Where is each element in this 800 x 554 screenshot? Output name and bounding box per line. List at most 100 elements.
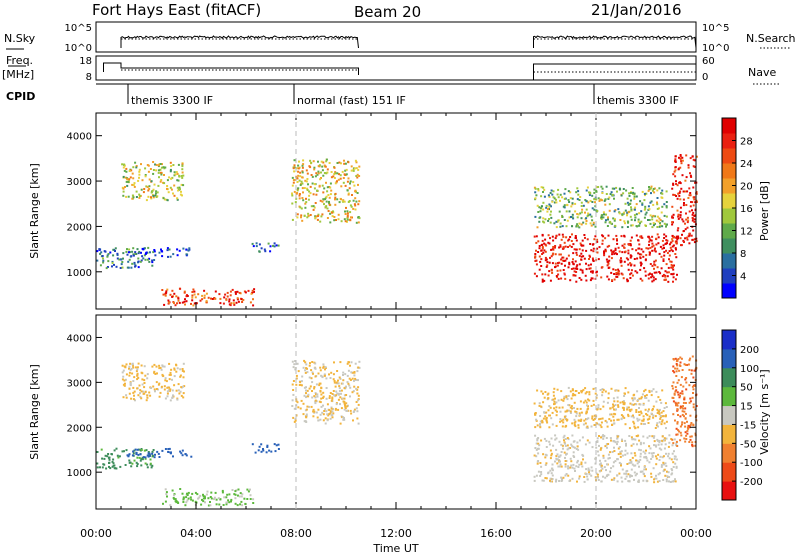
scatter-point: [549, 192, 552, 194]
scatter-point: [616, 440, 619, 443]
scatter-point: [592, 243, 595, 246]
scatter-point: [166, 199, 169, 202]
scatter-point: [329, 377, 332, 379]
scatter-point: [679, 365, 682, 367]
scatter-point: [219, 302, 222, 305]
scatter-point: [663, 407, 666, 409]
scatter-point: [589, 213, 592, 216]
scatter-point: [176, 179, 179, 182]
scatter-point: [151, 264, 154, 267]
scatter-point: [552, 398, 555, 401]
scatter-point: [626, 211, 629, 214]
scatter-point: [177, 299, 180, 302]
scatter-point: [161, 373, 164, 376]
scatter-point: [112, 248, 115, 251]
scatter-point: [685, 377, 688, 379]
scatter-point: [181, 162, 184, 165]
scatter-point: [643, 199, 646, 202]
scatter-point: [598, 470, 601, 473]
scatter-point: [542, 417, 545, 420]
scatter-point: [594, 205, 597, 208]
scatter-point: [651, 280, 654, 283]
scatter-point: [651, 409, 654, 412]
scatter-point: [683, 363, 686, 366]
scatter-point: [671, 385, 674, 387]
scatter-point: [203, 289, 206, 292]
scatter-point: [570, 460, 573, 463]
scatter-point: [545, 244, 548, 247]
scatter-point: [678, 192, 681, 194]
scatter-point: [610, 467, 612, 470]
scatter-point: [665, 223, 668, 226]
scatter-point: [324, 408, 327, 411]
scatter-point: [564, 465, 567, 468]
scatter-point: [540, 473, 543, 476]
scatter-point: [610, 413, 613, 416]
scatter-point: [96, 462, 99, 465]
scatter-point: [115, 447, 118, 450]
scatter-point: [158, 364, 161, 367]
scatter-point: [574, 274, 577, 277]
scatter-point: [628, 427, 631, 430]
scatter-point: [634, 270, 637, 273]
scatter-point: [204, 501, 206, 504]
scatter-point: [671, 245, 674, 248]
scatter-point: [133, 182, 136, 185]
scatter-point: [639, 277, 642, 280]
scatter-point: [668, 254, 671, 257]
scatter-point: [650, 452, 653, 455]
scatter-point: [296, 213, 299, 216]
scatter-point: [181, 301, 184, 304]
scatter-point: [535, 249, 537, 252]
scatter-point: [612, 238, 615, 241]
scatter-point: [121, 261, 124, 263]
scatter-point: [295, 383, 298, 386]
scatter-point: [338, 387, 341, 390]
scatter-point: [330, 371, 333, 374]
scatter-point: [560, 419, 563, 422]
colorbar-tick-label: 20: [740, 182, 753, 193]
scatter-point: [569, 279, 572, 282]
scatter-point: [159, 366, 162, 369]
scatter-point: [158, 163, 161, 166]
scatter-point: [603, 435, 606, 437]
scatter-point: [561, 256, 564, 259]
scatter-point: [560, 262, 563, 265]
scatter-point: [555, 448, 558, 451]
scatter-point: [355, 167, 358, 170]
scatter-point: [564, 259, 567, 262]
scatter-point: [569, 447, 572, 449]
scatter-point: [677, 227, 680, 230]
scatter-point: [614, 269, 617, 271]
scatter-point: [319, 401, 322, 404]
scatter-point: [328, 202, 331, 205]
scatter-point: [614, 460, 617, 463]
scatter-point: [162, 197, 165, 200]
scatter-point: [147, 454, 150, 457]
scatter-point: [622, 277, 625, 280]
scatter-point: [154, 390, 156, 393]
scatter-point: [571, 202, 574, 205]
scatter-point: [334, 408, 337, 411]
scatter-point: [172, 301, 175, 303]
scatter-point: [306, 187, 309, 190]
scatter-point: [691, 355, 694, 358]
scatter-point: [329, 392, 332, 394]
scatter-point: [133, 394, 135, 397]
scatter-point: [668, 250, 671, 253]
scatter-point: [126, 248, 128, 251]
scatter-point: [615, 389, 618, 392]
scatter-point: [555, 480, 557, 483]
scatter-point: [357, 216, 360, 219]
scatter-point: [673, 450, 675, 453]
scatter-point: [643, 390, 646, 393]
scatter-point: [665, 225, 667, 228]
scatter-point: [588, 191, 590, 194]
scatter-point: [301, 166, 304, 169]
scatter-point: [312, 205, 315, 208]
scatter-point: [574, 235, 577, 237]
scatter-point: [569, 410, 572, 413]
scatter-point: [293, 164, 296, 167]
y-tick-label: 4000: [67, 132, 92, 143]
scatter-point: [586, 426, 589, 429]
